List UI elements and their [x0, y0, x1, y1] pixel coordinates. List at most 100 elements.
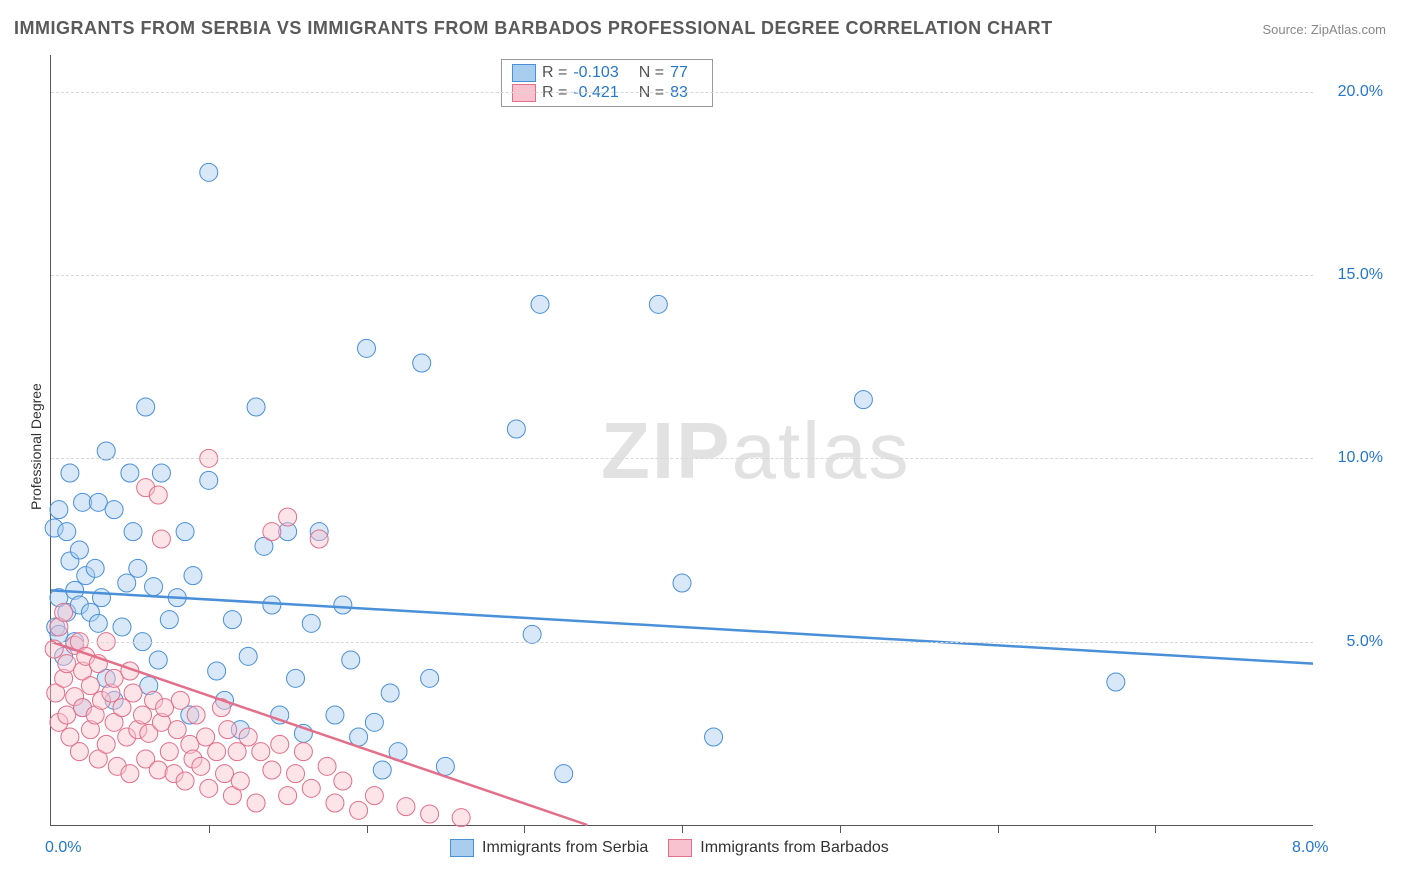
- data-point: [184, 567, 202, 585]
- data-point: [176, 523, 194, 541]
- data-point: [413, 354, 431, 372]
- data-point: [176, 772, 194, 790]
- n-value: 77: [670, 64, 688, 82]
- data-point: [279, 787, 297, 805]
- data-point: [145, 578, 163, 596]
- data-point: [124, 684, 142, 702]
- data-point: [160, 611, 178, 629]
- data-point: [70, 743, 88, 761]
- data-point: [239, 647, 257, 665]
- data-point: [152, 530, 170, 548]
- legend-swatch: [512, 84, 536, 102]
- data-point: [149, 486, 167, 504]
- data-point: [326, 794, 344, 812]
- n-label: N =: [639, 84, 664, 102]
- data-point: [171, 691, 189, 709]
- y-tick-label: 20.0%: [1338, 83, 1383, 101]
- n-value: 83: [670, 84, 688, 102]
- y-tick-label: 5.0%: [1347, 633, 1383, 651]
- data-point: [342, 651, 360, 669]
- legend-label: Immigrants from Barbados: [700, 839, 889, 857]
- data-point: [555, 765, 573, 783]
- data-point: [247, 794, 265, 812]
- x-axis-min-label: 0.0%: [45, 839, 81, 857]
- data-point: [121, 464, 139, 482]
- gridline: [51, 458, 1313, 459]
- data-point: [61, 464, 79, 482]
- data-point: [58, 655, 76, 673]
- data-point: [310, 530, 328, 548]
- source-label: Source: ZipAtlas.com: [1262, 22, 1386, 37]
- data-point: [121, 765, 139, 783]
- r-label: R =: [542, 64, 567, 82]
- data-point: [381, 684, 399, 702]
- data-point: [97, 735, 115, 753]
- data-point: [58, 706, 76, 724]
- legend-item: Immigrants from Serbia: [450, 839, 648, 857]
- data-point: [373, 761, 391, 779]
- x-axis-max-label: 8.0%: [1292, 839, 1328, 857]
- y-tick-label: 15.0%: [1338, 266, 1383, 284]
- data-point: [523, 625, 541, 643]
- data-point: [287, 765, 305, 783]
- data-point: [397, 798, 415, 816]
- data-point: [705, 728, 723, 746]
- data-point: [271, 735, 289, 753]
- data-point: [149, 651, 167, 669]
- legend-item: Immigrants from Barbados: [668, 839, 889, 857]
- data-point: [421, 805, 439, 823]
- data-point: [294, 743, 312, 761]
- data-point: [137, 398, 155, 416]
- legend-label: Immigrants from Serbia: [482, 839, 648, 857]
- data-point: [89, 493, 107, 511]
- data-point: [70, 541, 88, 559]
- data-point: [223, 611, 241, 629]
- data-point: [365, 787, 383, 805]
- data-point: [358, 339, 376, 357]
- legend-swatch: [668, 839, 692, 857]
- legend-swatch: [450, 839, 474, 857]
- data-point: [160, 743, 178, 761]
- data-point: [187, 706, 205, 724]
- r-value: -0.103: [573, 64, 618, 82]
- data-point: [168, 721, 186, 739]
- data-point: [149, 761, 167, 779]
- n-label: N =: [639, 64, 664, 82]
- data-point: [350, 728, 368, 746]
- data-point: [200, 471, 218, 489]
- x-tick: [209, 825, 210, 833]
- data-point: [326, 706, 344, 724]
- y-axis-label: Professional Degree: [28, 383, 44, 510]
- x-tick: [1155, 825, 1156, 833]
- r-label: R =: [542, 84, 567, 102]
- data-point: [302, 779, 320, 797]
- data-point: [97, 442, 115, 460]
- scatter-svg: [51, 55, 1313, 825]
- data-point: [86, 559, 104, 577]
- data-point: [113, 618, 131, 636]
- data-point: [92, 589, 110, 607]
- data-point: [287, 669, 305, 687]
- data-point: [152, 464, 170, 482]
- series-legend: Immigrants from Serbia Immigrants from Ba…: [450, 839, 889, 857]
- data-point: [350, 801, 368, 819]
- data-point: [247, 398, 265, 416]
- data-point: [531, 295, 549, 313]
- data-point: [208, 662, 226, 680]
- data-point: [105, 669, 123, 687]
- data-point: [673, 574, 691, 592]
- data-point: [452, 809, 470, 827]
- data-point: [200, 163, 218, 181]
- gridline: [51, 92, 1313, 93]
- data-point: [334, 596, 352, 614]
- data-point: [239, 728, 257, 746]
- x-tick: [840, 825, 841, 833]
- stats-legend-row: R = -0.103 N = 77: [512, 64, 702, 82]
- data-point: [263, 523, 281, 541]
- data-point: [318, 757, 336, 775]
- data-point: [365, 713, 383, 731]
- data-point: [436, 757, 454, 775]
- data-point: [252, 743, 270, 761]
- data-point: [81, 677, 99, 695]
- data-point: [105, 501, 123, 519]
